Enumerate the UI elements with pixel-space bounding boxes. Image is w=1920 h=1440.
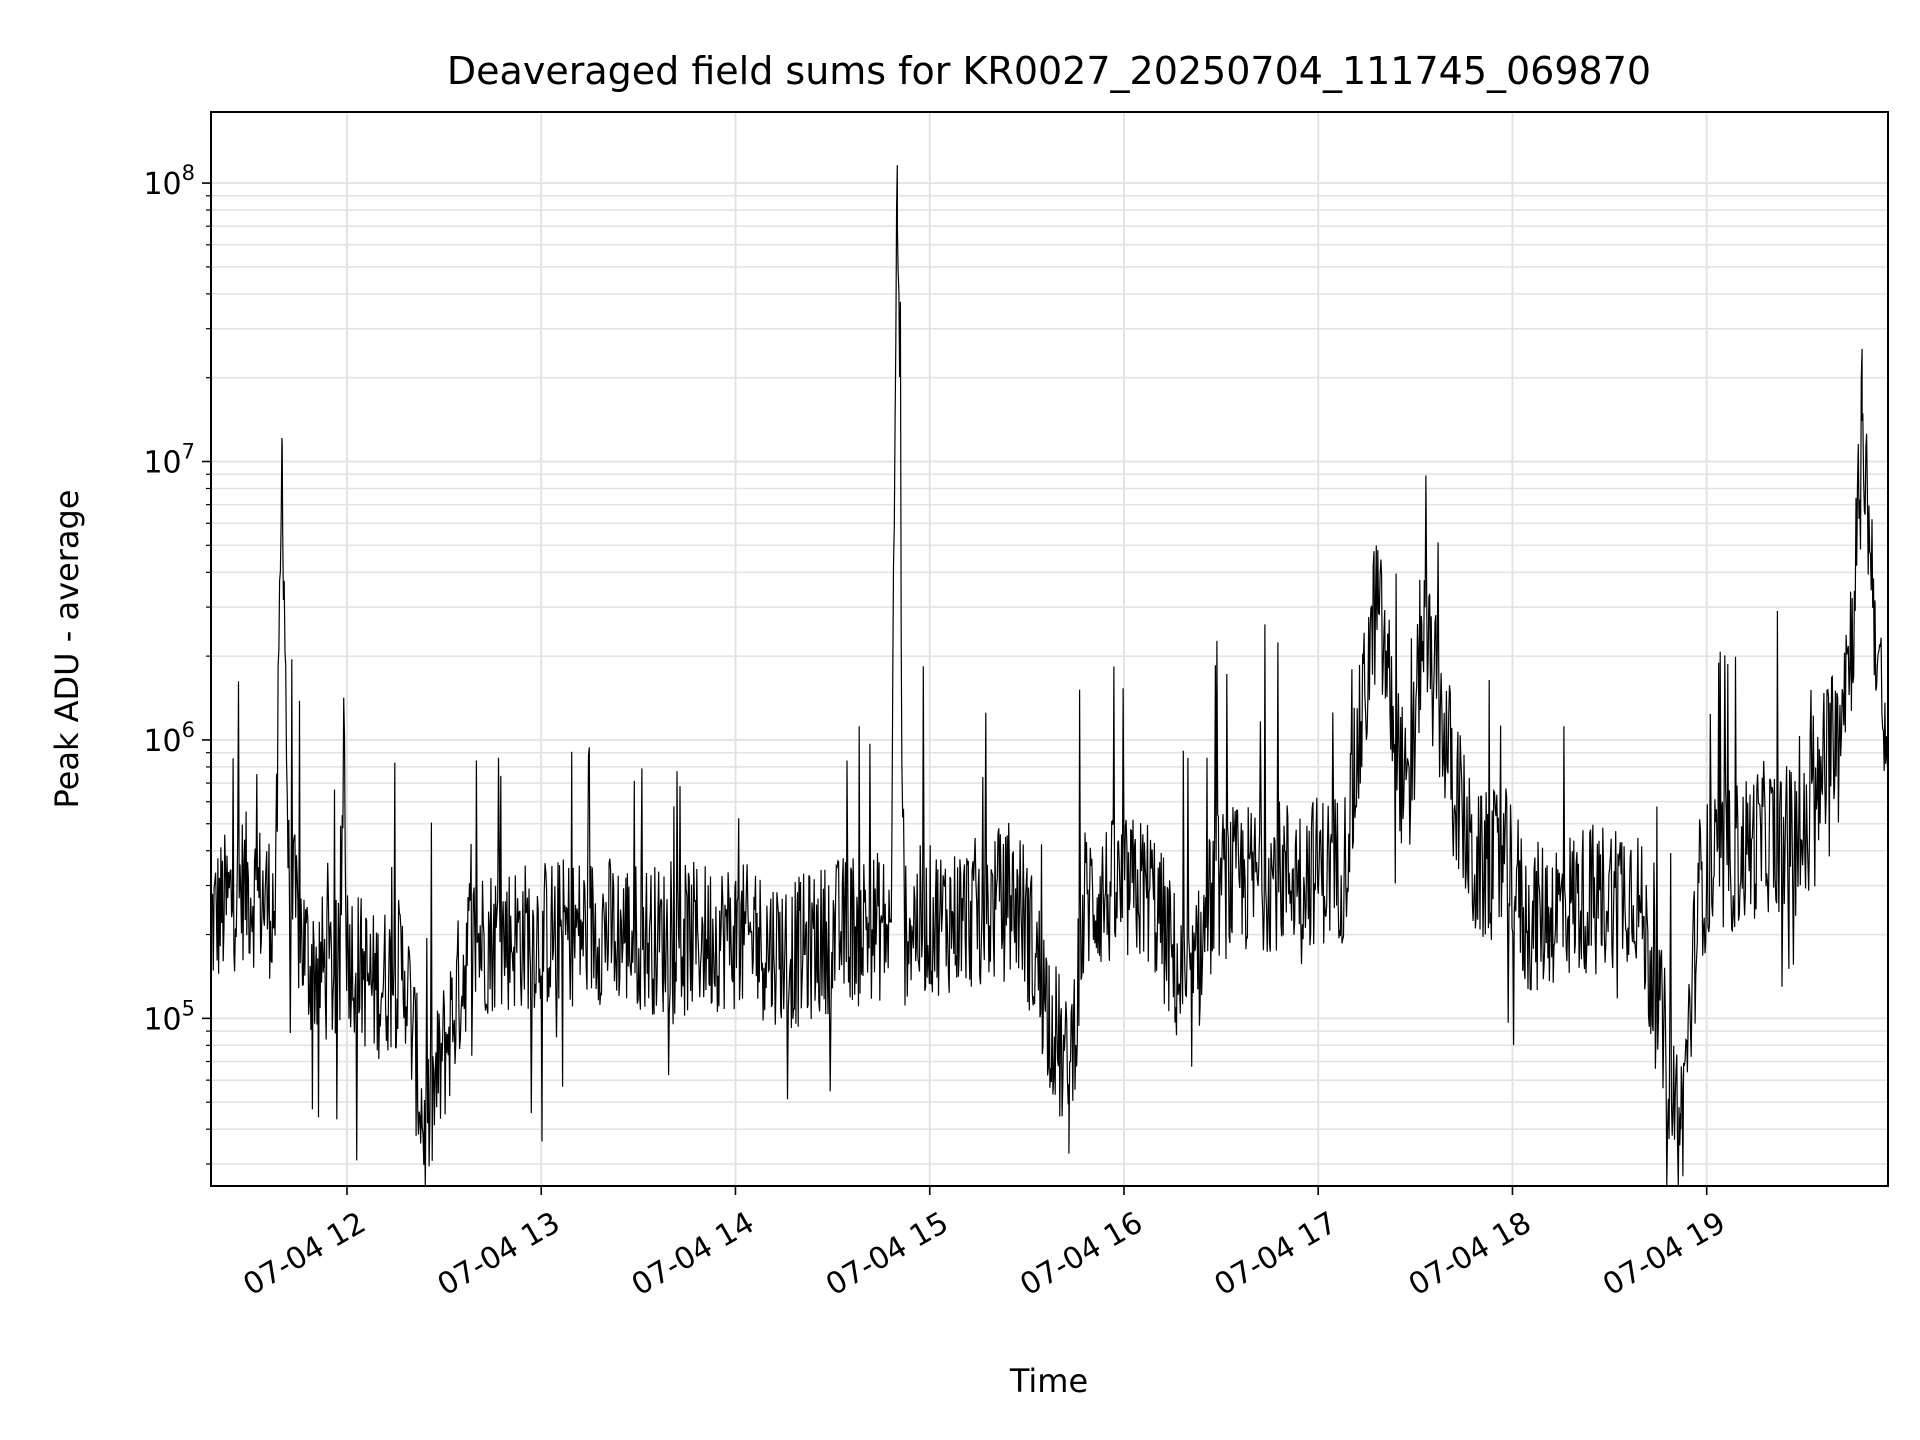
y-tick-label: 106 [143, 718, 195, 759]
y-tick-label: 105 [143, 996, 195, 1037]
series-layer [210, 165, 1889, 1187]
gridlines [211, 112, 1888, 1186]
plot-frame [210, 111, 1889, 1187]
series-line [210, 165, 1889, 1187]
y-axis: 105 106 107 108 [143, 161, 211, 1165]
chart-title: Deaveraged field sums for KR0027_2025070… [447, 49, 1651, 93]
y-tick-label: 108 [143, 161, 195, 202]
y-tick-label: 107 [143, 440, 195, 481]
x-axis-label: Time [1009, 1362, 1088, 1400]
y-axis-label: Peak ADU - average [48, 490, 86, 809]
